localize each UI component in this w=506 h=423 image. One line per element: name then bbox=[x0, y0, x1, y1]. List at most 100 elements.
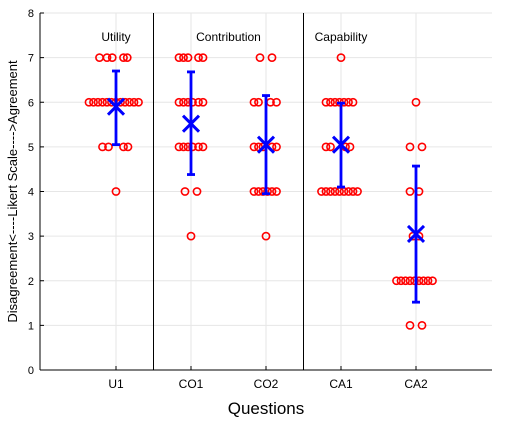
response-point bbox=[321, 187, 331, 196]
response-point bbox=[249, 97, 259, 107]
response-point bbox=[321, 142, 331, 152]
response-point bbox=[419, 276, 428, 286]
mean-marker bbox=[106, 97, 126, 116]
response-point bbox=[272, 187, 281, 196]
response-point bbox=[423, 276, 433, 286]
response-point bbox=[396, 276, 406, 286]
response-point bbox=[98, 97, 107, 107]
y-tick-label: 5 bbox=[28, 142, 34, 154]
x-tick-label: CA2 bbox=[404, 377, 428, 391]
response-point bbox=[179, 97, 188, 107]
y-tick-label: 7 bbox=[28, 53, 34, 65]
response-point bbox=[417, 320, 427, 330]
response-point bbox=[254, 187, 263, 196]
response-point bbox=[417, 142, 427, 152]
response-point bbox=[267, 187, 277, 196]
response-point bbox=[93, 97, 103, 107]
response-point bbox=[194, 53, 203, 63]
response-point bbox=[405, 276, 415, 286]
x-tick-label: U1 bbox=[108, 377, 124, 391]
response-point bbox=[119, 142, 128, 152]
response-point bbox=[102, 53, 112, 63]
response-point bbox=[272, 97, 281, 107]
response-point bbox=[98, 142, 107, 152]
response-point bbox=[174, 97, 184, 107]
response-point bbox=[405, 142, 415, 152]
response-point bbox=[179, 142, 188, 152]
response-point bbox=[405, 187, 415, 196]
y-tick-label: 1 bbox=[28, 320, 34, 332]
response-point bbox=[249, 142, 259, 152]
response-point bbox=[122, 53, 132, 63]
response-point bbox=[317, 187, 326, 196]
mean-marker bbox=[181, 114, 201, 133]
response-point bbox=[107, 53, 117, 63]
response-point bbox=[428, 276, 437, 286]
response-point bbox=[348, 97, 358, 107]
response-point bbox=[89, 97, 98, 107]
response-point bbox=[198, 53, 208, 63]
x-axis-title: Questions bbox=[228, 399, 305, 418]
response-point bbox=[180, 187, 190, 196]
response-point bbox=[129, 97, 139, 107]
response-point bbox=[198, 97, 208, 107]
response-point bbox=[174, 53, 184, 63]
response-point bbox=[267, 53, 277, 63]
response-point bbox=[134, 97, 143, 107]
section-label: Capability bbox=[315, 30, 368, 44]
response-point bbox=[104, 142, 113, 152]
response-point bbox=[194, 97, 203, 107]
response-point bbox=[410, 276, 419, 286]
mean-and-interval bbox=[106, 69, 426, 304]
response-point bbox=[183, 53, 193, 63]
x-tick-label: CO1 bbox=[179, 377, 204, 391]
y-tick-label: 4 bbox=[28, 187, 34, 199]
response-point bbox=[353, 187, 362, 196]
response-point bbox=[192, 187, 202, 196]
response-point bbox=[123, 142, 133, 152]
response-point bbox=[254, 97, 263, 107]
x-tick-label: CA1 bbox=[329, 377, 353, 391]
y-axis-title: Disagreement<----Likert Scale---->Agreem… bbox=[5, 60, 20, 323]
response-point bbox=[125, 97, 134, 107]
response-point bbox=[326, 97, 335, 107]
response-point bbox=[249, 187, 259, 196]
response-point bbox=[261, 231, 271, 241]
axes bbox=[39, 12, 492, 371]
section-label: Contribution bbox=[196, 30, 261, 44]
response-point bbox=[194, 142, 203, 152]
response-point bbox=[330, 187, 340, 196]
response-point bbox=[321, 97, 331, 107]
response-point bbox=[401, 276, 410, 286]
section-dividers bbox=[153, 13, 304, 370]
mean-marker bbox=[331, 135, 351, 154]
mean-marker bbox=[406, 224, 426, 243]
response-point bbox=[119, 53, 128, 63]
mean-marker bbox=[256, 135, 276, 154]
section-label: Utility bbox=[101, 30, 130, 44]
response-point bbox=[111, 187, 121, 196]
response-point bbox=[344, 187, 353, 196]
response-point bbox=[336, 53, 346, 63]
response-point bbox=[174, 142, 184, 152]
response-point bbox=[326, 187, 335, 196]
y-tick-label: 0 bbox=[28, 365, 34, 377]
y-tick-label: 6 bbox=[28, 97, 34, 109]
response-point bbox=[186, 231, 196, 241]
response-point bbox=[179, 53, 188, 63]
y-tick-label: 3 bbox=[28, 231, 34, 243]
y-tick-label: 2 bbox=[28, 276, 34, 288]
response-point bbox=[411, 97, 421, 107]
response-point bbox=[348, 187, 358, 196]
labels: 0 1 2 3 4 5 6 7 8 U1 CO1 CO2 CA1 CA2 Utility Contributi… bbox=[5, 8, 428, 418]
response-point bbox=[188, 142, 197, 152]
response-point bbox=[84, 97, 94, 107]
response-point bbox=[198, 142, 208, 152]
y-tick-label: 8 bbox=[28, 8, 34, 20]
response-point bbox=[188, 97, 197, 107]
response-point bbox=[405, 320, 415, 330]
response-point bbox=[326, 142, 335, 152]
response-point bbox=[255, 53, 265, 63]
